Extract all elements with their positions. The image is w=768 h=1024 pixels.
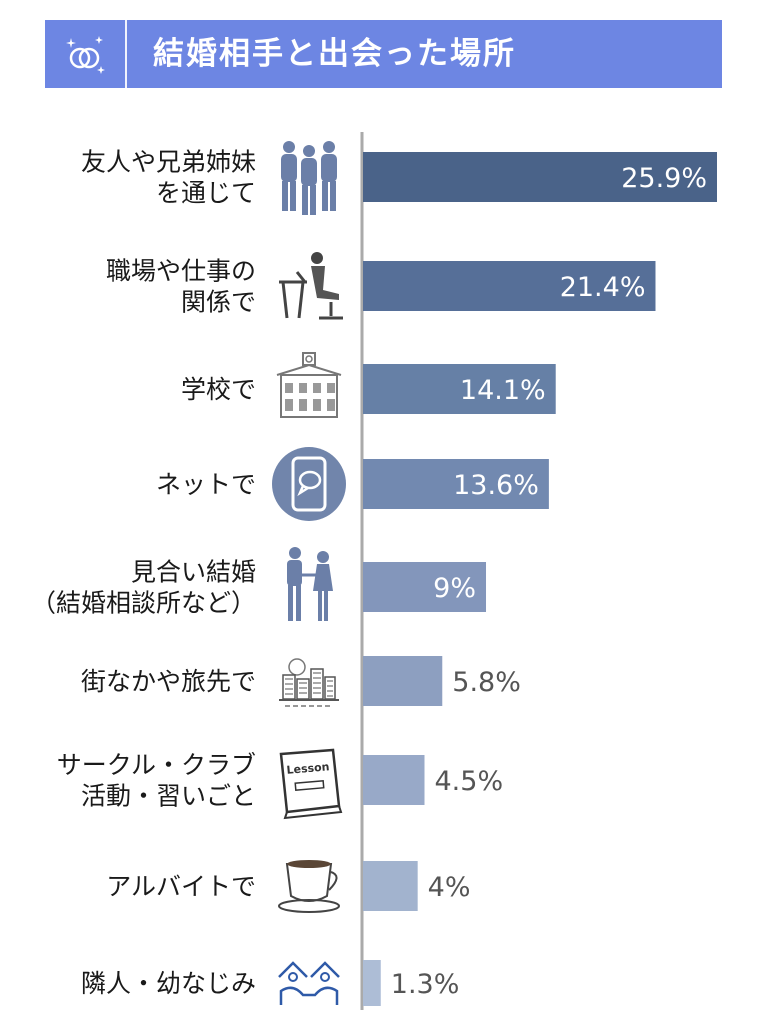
header-icon-box	[45, 20, 127, 88]
bar	[363, 861, 418, 911]
cityscape-icon	[279, 658, 339, 707]
value-label: 9%	[433, 573, 476, 604]
value-label: 13.6%	[453, 470, 539, 501]
smartphone-chat-icon	[272, 447, 346, 521]
value-label: 1.3%	[391, 969, 460, 1000]
category-label: 街なかや旅先で	[81, 667, 256, 696]
value-label: 25.9%	[621, 163, 707, 194]
bar	[363, 755, 425, 805]
bar	[363, 364, 556, 414]
category-label: 友人や兄弟姉妹	[81, 148, 256, 177]
category-label: 活動・習いごと	[81, 782, 256, 811]
category-label: 隣人・幼なじみ	[81, 969, 256, 998]
bar	[363, 152, 717, 202]
value-label: 5.8%	[452, 667, 521, 698]
category-label: 職場や仕事の	[106, 257, 256, 286]
svg-text:Lesson: Lesson	[286, 760, 330, 777]
value-label: 21.4%	[560, 272, 646, 303]
chart-header: 結婚相手と出会った場所	[45, 20, 722, 88]
value-label: 4.5%	[435, 766, 504, 797]
bar	[363, 960, 381, 1006]
school-building-icon	[276, 352, 342, 418]
value-label: 14.1%	[460, 375, 546, 406]
bar	[363, 562, 487, 612]
category-label: （結婚相談所など）	[31, 589, 256, 618]
category-label: 関係で	[181, 288, 256, 317]
category-label: ネットで	[156, 470, 256, 499]
neighbors-houses-icon	[278, 961, 340, 1005]
rings-icon	[66, 36, 105, 74]
category-label: を通じて	[156, 179, 256, 208]
category-label: サークル・クラブ	[57, 751, 256, 780]
lesson-book-icon: Lesson	[279, 748, 343, 820]
bar	[363, 261, 656, 311]
chart-title: 結婚相手と出会った場所	[153, 36, 516, 72]
category-label: 見合い結婚	[131, 558, 256, 587]
category-label: アルバイトで	[106, 872, 256, 901]
friends-group-icon	[281, 141, 337, 215]
office-worker-icon	[279, 252, 343, 320]
category-label: 学校で	[181, 375, 256, 404]
bar	[363, 459, 549, 509]
value-label: 4%	[428, 872, 471, 903]
coffee-cup-icon	[278, 860, 340, 913]
couple-holding-hands-icon	[287, 547, 333, 621]
bar	[363, 656, 443, 706]
